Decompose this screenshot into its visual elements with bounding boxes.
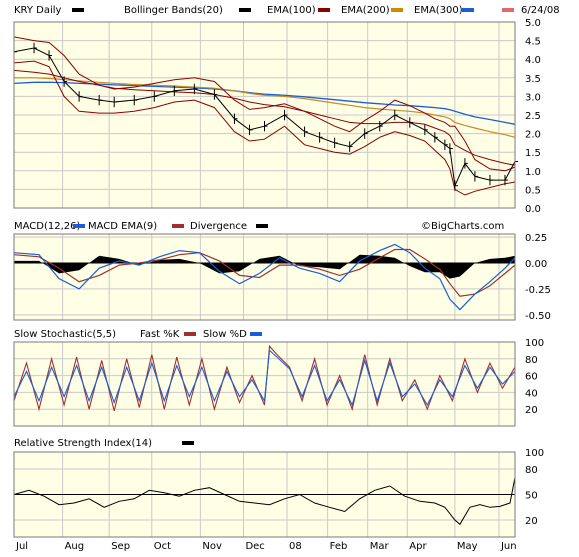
legend-swatch-extra: [502, 8, 514, 12]
stoch-ytick-2: 60: [525, 372, 538, 383]
legend-swatch-bollinger: [239, 8, 251, 12]
bollinger-lower-line: [13, 60, 516, 196]
stoch-ytick-0: 100: [525, 338, 544, 349]
x-axis-labels: Jul Aug Sep Oct Nov Dec 08 Feb Mar Apr May Jun: [15, 541, 517, 552]
x-tick-jun: Jun: [500, 541, 517, 552]
x-tick-jul: Jul: [15, 541, 28, 552]
macd-ytick-2: -0.25: [525, 285, 551, 296]
symbol-title: KRY Daily: [14, 5, 62, 16]
price-ytick-4: 2.0: [525, 130, 541, 141]
stoch-ytick-1: 80: [525, 355, 538, 366]
chart-date: 6/24/08: [521, 5, 560, 16]
stoch-series: [13, 344, 516, 412]
legend-label-ema100: EMA(100): [267, 5, 316, 16]
x-tick-aug: Aug: [65, 541, 85, 552]
price-ytick-2: 1.0: [525, 167, 541, 178]
macd-header: MACD(12,26) MACD EMA(9) Divergence ©BigC…: [14, 221, 504, 232]
price-close-line: [13, 47, 516, 188]
macd-series: [13, 243, 516, 311]
stoch-ytick-3: 40: [525, 388, 538, 399]
price-ytick-5: 2.5: [525, 111, 541, 122]
stoch-legend-label-2: Slow %D: [203, 329, 247, 340]
stoch-legend-swatch-2: [250, 332, 262, 336]
x-tick-mar: Mar: [370, 541, 390, 552]
macd-legend-swatch-1: [172, 224, 184, 228]
macd-ytick-3: -0.50: [525, 311, 551, 322]
stoch-ytick-4: 20: [525, 405, 538, 416]
rsi-ytick-1: 80: [525, 465, 538, 476]
rsi-ytick-3: 20: [525, 516, 538, 527]
symbol-swatch: [72, 8, 84, 12]
price-ytick-0: 0.0: [525, 204, 541, 215]
x-tick-08: 08: [289, 541, 302, 552]
rsi-header: Relative Strength Index(14): [14, 438, 194, 449]
stoch-legend-swatch-1: [184, 332, 196, 336]
stoch-panel: [14, 342, 515, 426]
macd-y-tick-labels: 0.25 0.00 -0.25 -0.50: [525, 233, 551, 322]
legend-swatch-ema300: [462, 8, 474, 12]
macd-legend-swatch-2: [256, 224, 268, 228]
price-ytick-9: 4.5: [525, 37, 541, 48]
macd-ytick-1: 0.00: [525, 259, 547, 270]
x-tick-may: May: [457, 541, 478, 552]
bollinger-upper-line: [13, 36, 516, 172]
macd-panel-border: [13, 233, 516, 321]
macd-ytick-0: 0.25: [525, 233, 547, 244]
rsi-title: Relative Strength Index(14): [14, 438, 152, 449]
x-tick-nov: Nov: [202, 541, 222, 552]
macd-legend-label-1: MACD EMA(9): [88, 221, 157, 232]
macd-legend-label-2: Divergence: [190, 221, 247, 232]
macd-line: [13, 243, 516, 311]
x-tick-oct: Oct: [154, 541, 171, 552]
stoch-legend-label-0: Slow Stochastic(5,5): [14, 329, 116, 340]
legend-swatch-ema100: [318, 8, 330, 12]
price-ytick-3: 1.5: [525, 148, 541, 159]
rsi-y-tick-labels: 100 80 50 20: [525, 448, 544, 527]
price-ytick-8: 4.0: [525, 55, 541, 66]
x-tick-apr: Apr: [409, 541, 427, 552]
rsi-legend-swatch: [182, 441, 194, 445]
price-ytick-7: 3.5: [525, 74, 541, 85]
legend-label-ema200: EMA(200): [341, 5, 390, 16]
price-header: KRY Daily Bollinger Bands(20) EMA(100) E…: [14, 5, 560, 16]
legend-label-bollinger: Bollinger Bands(20): [124, 5, 223, 16]
rsi-panel-border: [13, 451, 516, 538]
stoch-header: Slow Stochastic(5,5) Fast %K Slow %D: [14, 329, 262, 340]
rsi-ytick-2: 50: [525, 491, 538, 502]
price-series: [13, 36, 518, 196]
ema300-line: [13, 81, 516, 125]
x-tick-dec: Dec: [245, 541, 264, 552]
price-y-tick-labels: 0.0 0.5 1.0 1.5 2.0 2.5 3.0 3.5 4.0 4.5 5.0: [525, 18, 541, 215]
rsi-series: [13, 477, 516, 526]
price-ytick-1: 0.5: [525, 185, 541, 196]
macd-gridlines: [13, 234, 515, 320]
stoch-legend-label-1: Fast %K: [140, 329, 180, 340]
macd-legend-swatch-0: [73, 224, 85, 228]
macd-legend-label-0: MACD(12,26): [14, 221, 81, 232]
rsi-line: [13, 477, 516, 526]
stoch-slow-d-line: [13, 349, 516, 407]
stoch-y-tick-labels: 100 80 60 40 20: [525, 338, 544, 416]
macd-signal-line: [13, 248, 516, 297]
price-ytick-6: 3.0: [525, 92, 541, 103]
price-ytick-10: 5.0: [525, 18, 541, 29]
macd-divergence-area: [14, 254, 515, 279]
price-panel-border: [13, 21, 516, 209]
stoch-panel-border: [13, 341, 516, 427]
x-tick-feb: Feb: [330, 541, 348, 552]
macd-panel: [14, 234, 515, 320]
legend-swatch-ema200: [391, 8, 403, 12]
rsi-ytick-0: 100: [525, 448, 544, 459]
watermark: ©BigCharts.com: [421, 221, 504, 232]
legend-label-ema300: EMA(300): [414, 5, 463, 16]
ema200-line: [14, 77, 516, 138]
x-tick-sep: Sep: [111, 541, 130, 552]
